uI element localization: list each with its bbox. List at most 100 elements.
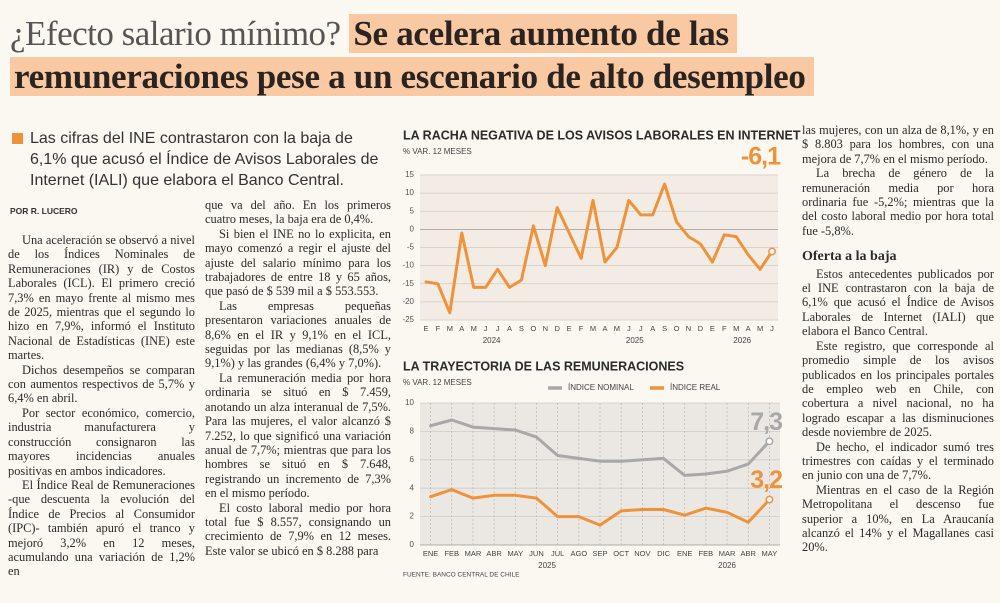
paragraph: La brecha de género de la remuneración m…: [802, 166, 994, 238]
x-tick-label: M: [614, 324, 620, 333]
x-tick-label: O: [674, 324, 680, 333]
x-tick-label: D: [555, 324, 561, 333]
x-tick-label: ABR: [741, 549, 757, 558]
x-tick-label: E: [423, 324, 428, 333]
paragraph: El costo laboral medio por hora total fu…: [205, 500, 391, 558]
x-tick-label: M: [471, 324, 477, 333]
x-tick-label: M: [757, 324, 763, 333]
x-tick-label: ABR: [486, 549, 502, 558]
x-tick-label: F: [436, 324, 441, 333]
byline: POR R. LUCERO: [10, 206, 78, 216]
x-tick-label: S: [662, 324, 667, 333]
axis-label: % VAR. 12 MESES: [403, 147, 472, 156]
paragraph: Si bien el INE no lo explicita, en mayo …: [205, 226, 391, 299]
x-tick-label: F: [579, 324, 584, 333]
x-tick-label: FEB: [444, 549, 459, 558]
article-column: las mujeres, con un alza de 8,1%, y en $…: [802, 123, 994, 603]
x-tick-label: D: [698, 324, 704, 333]
paragraph: Estos antecedentes publicados por el INE…: [802, 266, 994, 339]
x-tick-label: NOV: [634, 549, 650, 558]
y-tick-label: -25: [402, 315, 414, 324]
x-tick-label: MAR: [719, 549, 736, 558]
source: FUENTE: BANCO CENTRAL DE CHILE: [403, 572, 520, 579]
x-group-label: 2026: [718, 561, 736, 570]
x-tick-label: MAR: [465, 549, 482, 558]
lead: Las cifras del INE contrastaron con la b…: [30, 130, 379, 189]
y-tick-label: 15: [405, 170, 414, 179]
x-tick-label: A: [507, 324, 512, 333]
y-tick-label: -20: [402, 297, 414, 306]
x-tick-label: N: [543, 324, 548, 333]
y-tick-label: 4: [410, 483, 415, 492]
x-tick-label: F: [722, 324, 727, 333]
data-line: [424, 182, 774, 315]
x-tick-label: J: [770, 324, 774, 333]
paragraph: las mujeres, con un alza de 8,1%, y en $…: [802, 123, 994, 166]
y-tick-label: -10: [402, 261, 414, 270]
x-tick-label: S: [519, 324, 524, 333]
x-tick-label: M: [590, 324, 596, 333]
x-tick-label: FEB: [699, 549, 714, 558]
x-tick-label: E: [567, 324, 572, 333]
chart-title: LA RACHA NEGATIVA DE LOS AVISOS LABORALE…: [403, 128, 801, 142]
x-tick-label: A: [746, 324, 751, 333]
paragraph: Este registro, que corresponde al promed…: [802, 338, 994, 440]
legend-label: ÍNDICE REAL: [670, 383, 721, 392]
y-tick-label: 6: [410, 455, 415, 464]
data-line: [429, 488, 771, 527]
x-group-label: 2026: [733, 336, 751, 345]
y-tick-label: 5: [410, 206, 415, 215]
x-tick-label: M: [447, 324, 453, 333]
y-tick-label: 10: [405, 188, 414, 197]
x-tick-label: JUL: [551, 549, 564, 558]
end-point: [765, 495, 774, 504]
headline-line: remuneraciones pese a un escenario de al…: [10, 57, 814, 96]
end-point: [768, 247, 776, 256]
paragraph: Las empresas pequeñas presentaron variac…: [205, 298, 391, 371]
paragraph: De hecho, el indicador sumó tres trimest…: [802, 439, 994, 483]
value-label: 3,2: [750, 466, 782, 494]
headline: ¿Efecto salario mínimo? Se acelera aumen…: [10, 12, 995, 98]
x-group-label: 2025: [538, 561, 556, 570]
axis-label: % VAR. 12 MESES: [403, 378, 472, 387]
value-label: 7,3: [750, 408, 782, 436]
x-tick-label: AGO: [570, 549, 587, 558]
x-tick-label: JUN: [529, 549, 544, 558]
paragraph: Dichos desempeños se comparan con aument…: [8, 362, 195, 406]
x-tick-label: J: [484, 324, 488, 333]
y-tick-label: 8: [410, 427, 415, 436]
x-tick-label: N: [686, 324, 691, 333]
x-tick-label: A: [459, 324, 464, 333]
y-tick-label: 0: [410, 224, 415, 233]
x-tick-label: MAY: [762, 549, 778, 558]
x-group-label: 2024: [483, 336, 501, 345]
y-tick-label: -15: [402, 279, 414, 288]
data-line: [429, 418, 771, 477]
paragraph: Una aceleración se observó a nivel de lo…: [8, 233, 195, 363]
article-column: Una aceleración se observó a nivel de lo…: [8, 233, 195, 603]
legend-label: ÍNDICE NOMINAL: [568, 383, 634, 392]
paragraph: que va del año. En los primeros cuatro m…: [205, 198, 391, 227]
x-tick-label: ENE: [423, 549, 438, 558]
lead-marker: [12, 133, 23, 144]
x-tick-label: O: [530, 324, 536, 333]
paragraph: Mientras en el caso de la Región Metropo…: [802, 482, 994, 555]
plot-area: [420, 175, 778, 320]
x-tick-label: J: [496, 324, 500, 333]
x-tick-label: J: [627, 324, 631, 333]
paragraph: El Índice Real de Remuneraciones -que de…: [8, 477, 195, 579]
y-tick-label: 0: [410, 540, 415, 549]
y-tick-label: 10: [405, 398, 414, 407]
x-tick-label: J: [639, 324, 643, 333]
x-tick-label: SEP: [592, 549, 607, 558]
x-tick-label: MAY: [507, 549, 523, 558]
end-point: [765, 437, 774, 446]
y-tick-label: 2: [410, 512, 415, 521]
headline-line: Se acelera aumento de las: [349, 14, 737, 53]
plot-area: [420, 403, 780, 545]
x-tick-label: E: [710, 324, 715, 333]
x-tick-label: A: [602, 324, 607, 333]
x-tick-label: M: [733, 324, 739, 333]
chart-title: LA TRAYECTORIA DE LAS REMUNERACIONES: [403, 359, 684, 373]
